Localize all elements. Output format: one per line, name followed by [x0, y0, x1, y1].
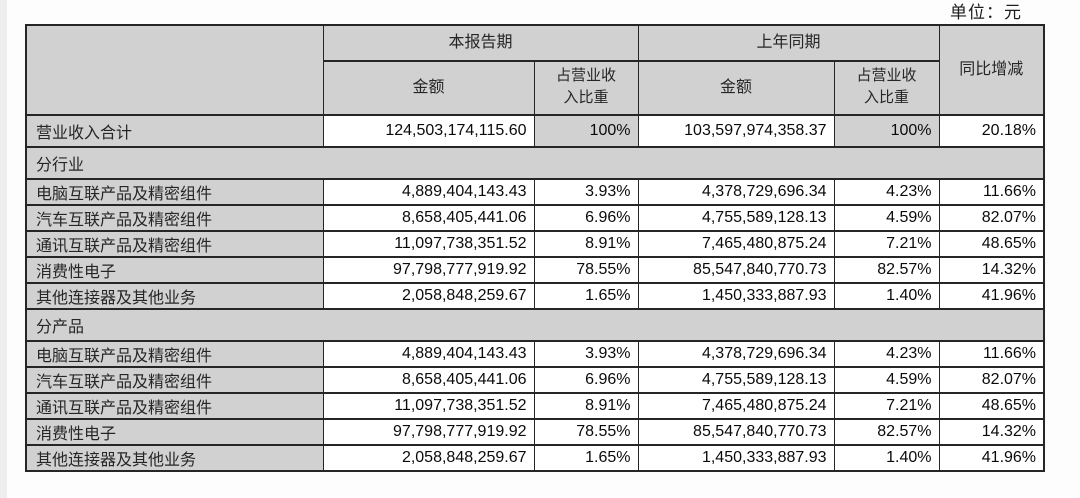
- row-label: 营业收入合计: [25, 114, 324, 148]
- prior-amount-cell: 7,465,480,875.24: [637, 392, 835, 420]
- yoy-cell: 48.65%: [938, 392, 1045, 420]
- prior-pct-header: 占营业收入比重: [833, 60, 940, 116]
- table-row: 消费性电子 97,798,777,919.92 78.55% 85,547,84…: [25, 256, 1045, 284]
- current-amount-cell: 4,889,404,143.43: [322, 178, 535, 206]
- prior-pct-cell: 1.40%: [833, 444, 940, 472]
- prior-pct-cell: 100%: [833, 114, 940, 148]
- revenue-breakdown-table: 本报告期 上年同期 同比增减 金额 占营业收入比重 金额 占营业收入比重 营业收…: [25, 24, 1046, 472]
- yoy-header: 同比增减: [938, 24, 1045, 116]
- yoy-cell: 48.65%: [938, 230, 1045, 258]
- table-row: 其他连接器及其他业务 2,058,848,259.67 1.65% 1,450,…: [25, 282, 1045, 310]
- row-label: 汽车互联产品及精密组件: [25, 366, 324, 394]
- prior-pct-cell: 7.21%: [833, 230, 940, 258]
- current-amount-cell: 4,889,404,143.43: [322, 340, 535, 368]
- header-row-periods: 本报告期 上年同期 同比增减: [25, 24, 1045, 116]
- section-row-product: 分产品: [25, 308, 1045, 342]
- corner-blank-cell: [25, 24, 324, 116]
- current-amount-cell: 2,058,848,259.67: [322, 444, 535, 472]
- current-amount-cell: 8,658,405,441.06: [322, 366, 535, 394]
- current-amount-cell: 11,097,738,351.52: [322, 230, 535, 258]
- yoy-cell: 11.66%: [938, 340, 1045, 368]
- current-amount-cell: 97,798,777,919.92: [322, 256, 535, 284]
- yoy-cell: 82.07%: [938, 366, 1045, 394]
- prior-amount-cell: 103,597,974,358.37: [637, 114, 835, 148]
- prior-amount-cell: 1,450,333,887.93: [637, 282, 835, 310]
- prior-amount-cell: 1,450,333,887.93: [637, 444, 835, 472]
- current-pct-header: 占营业收入比重: [533, 60, 639, 116]
- current-amount-header: 金额: [322, 60, 535, 116]
- row-label: 电脑互联产品及精密组件: [25, 178, 324, 206]
- current-pct-cell: 100%: [533, 114, 639, 148]
- row-label: 通讯互联产品及精密组件: [25, 392, 324, 420]
- prior-amount-cell: 4,755,589,128.13: [637, 366, 835, 394]
- prior-pct-cell: 1.40%: [833, 282, 940, 310]
- row-label: 其他连接器及其他业务: [25, 282, 324, 310]
- current-period-header: 本报告期: [322, 24, 639, 62]
- table-row: 电脑互联产品及精密组件 4,889,404,143.43 3.93% 4,378…: [25, 340, 1045, 368]
- prior-amount-cell: 85,547,840,770.73: [637, 418, 835, 446]
- yoy-cell: 14.32%: [938, 418, 1045, 446]
- current-pct-cell: 8.91%: [533, 230, 639, 258]
- current-amount-cell: 11,097,738,351.52: [322, 392, 535, 420]
- yoy-cell: 11.66%: [938, 178, 1045, 206]
- current-pct-cell: 1.65%: [533, 444, 639, 472]
- prior-pct-cell: 4.59%: [833, 366, 940, 394]
- prior-pct-cell: 4.23%: [833, 178, 940, 206]
- row-label: 汽车互联产品及精密组件: [25, 204, 324, 232]
- yoy-cell: 82.07%: [938, 204, 1045, 232]
- current-pct-header-text: 占营业收入比重: [555, 68, 616, 106]
- section-row-industry: 分行业: [25, 146, 1045, 180]
- table-row: 汽车互联产品及精密组件 8,658,405,441.06 6.96% 4,755…: [25, 204, 1045, 232]
- prior-pct-cell: 82.57%: [833, 256, 940, 284]
- prior-amount-cell: 7,465,480,875.24: [637, 230, 835, 258]
- row-label: 消费性电子: [25, 418, 324, 446]
- table-row: 通讯互联产品及精密组件 11,097,738,351.52 8.91% 7,46…: [25, 392, 1045, 420]
- current-pct-cell: 3.93%: [533, 340, 639, 368]
- current-pct-cell: 78.55%: [533, 256, 639, 284]
- table-row: 汽车互联产品及精密组件 8,658,405,441.06 6.96% 4,755…: [25, 366, 1045, 394]
- current-amount-cell: 8,658,405,441.06: [322, 204, 535, 232]
- prior-pct-cell: 4.59%: [833, 204, 940, 232]
- current-pct-cell: 8.91%: [533, 392, 639, 420]
- row-label: 消费性电子: [25, 256, 324, 284]
- current-pct-cell: 3.93%: [533, 178, 639, 206]
- table-row: 电脑互联产品及精密组件 4,889,404,143.43 3.93% 4,378…: [25, 178, 1045, 206]
- yoy-cell: 14.32%: [938, 256, 1045, 284]
- prior-pct-cell: 82.57%: [833, 418, 940, 446]
- prior-period-header: 上年同期: [637, 24, 940, 62]
- current-amount-cell: 2,058,848,259.67: [322, 282, 535, 310]
- prior-amount-cell: 4,755,589,128.13: [637, 204, 835, 232]
- header-row-metrics: 金额 占营业收入比重 金额 占营业收入比重: [26, 60, 1044, 116]
- yoy-cell: 20.18%: [938, 114, 1045, 148]
- current-amount-cell: 97,798,777,919.92: [322, 418, 535, 446]
- row-label: 其他连接器及其他业务: [25, 444, 324, 472]
- unit-label: 单位：元: [950, 3, 1022, 22]
- table-row: 其他连接器及其他业务 2,058,848,259.67 1.65% 1,450,…: [25, 444, 1045, 472]
- current-pct-cell: 6.96%: [533, 366, 639, 394]
- row-label: 电脑互联产品及精密组件: [25, 340, 324, 368]
- section-title: 分行业: [25, 146, 1045, 180]
- window-edge-strip: [0, 0, 7, 498]
- prior-pct-header-text: 占营业收入比重: [856, 68, 917, 106]
- section-title: 分产品: [25, 308, 1045, 342]
- current-pct-cell: 6.96%: [533, 204, 639, 232]
- row-label: 通讯互联产品及精密组件: [25, 230, 324, 258]
- prior-amount-cell: 4,378,729,696.34: [637, 340, 835, 368]
- prior-pct-cell: 4.23%: [833, 340, 940, 368]
- prior-amount-cell: 85,547,840,770.73: [637, 256, 835, 284]
- prior-amount-cell: 4,378,729,696.34: [637, 178, 835, 206]
- current-pct-cell: 78.55%: [533, 418, 639, 446]
- yoy-cell: 41.96%: [938, 282, 1045, 310]
- prior-pct-cell: 7.21%: [833, 392, 940, 420]
- table-row: 消费性电子 97,798,777,919.92 78.55% 85,547,84…: [25, 418, 1045, 446]
- current-amount-cell: 124,503,174,115.60: [322, 114, 535, 148]
- total-revenue-row: 营业收入合计 124,503,174,115.60 100% 103,597,9…: [25, 114, 1045, 148]
- yoy-cell: 41.96%: [938, 444, 1045, 472]
- prior-amount-header: 金额: [637, 60, 835, 116]
- current-pct-cell: 1.65%: [533, 282, 639, 310]
- table-row: 通讯互联产品及精密组件 11,097,738,351.52 8.91% 7,46…: [25, 230, 1045, 258]
